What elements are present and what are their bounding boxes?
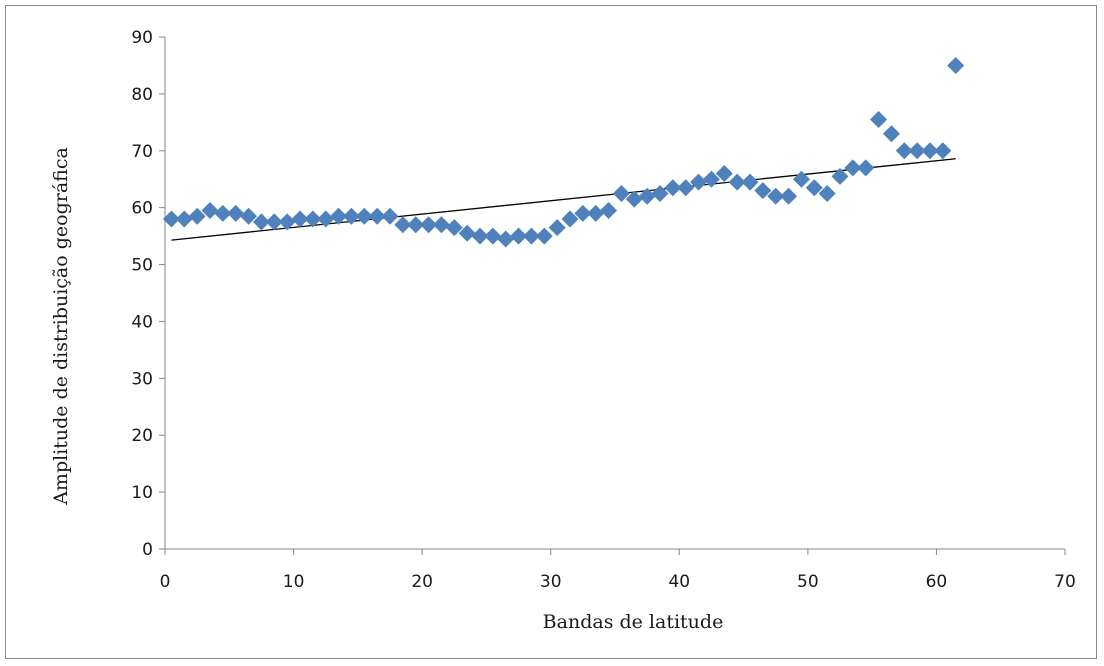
data-point bbox=[934, 142, 952, 160]
y-tick-label: 0 bbox=[142, 540, 153, 560]
data-point bbox=[600, 202, 618, 220]
data-point bbox=[625, 190, 643, 208]
data-point bbox=[471, 227, 489, 245]
x-tick-label: 70 bbox=[1054, 572, 1076, 592]
data-point bbox=[214, 204, 232, 222]
x-tick-label: 50 bbox=[797, 572, 819, 592]
y-tick-label: 40 bbox=[131, 312, 153, 332]
data-point bbox=[497, 230, 515, 248]
y-axis-title: Amplitude de distribuição geográfica bbox=[50, 147, 72, 506]
data-point bbox=[805, 179, 823, 197]
data-point bbox=[175, 210, 193, 228]
data-point bbox=[484, 227, 502, 245]
data-point bbox=[394, 216, 412, 234]
y-tick-label: 50 bbox=[131, 256, 153, 276]
data-point bbox=[702, 170, 720, 188]
data-point bbox=[677, 179, 695, 197]
data-point bbox=[587, 204, 605, 222]
data-point bbox=[510, 227, 528, 245]
data-point bbox=[342, 207, 360, 225]
data-point bbox=[844, 159, 862, 177]
x-tick-label: 20 bbox=[411, 572, 433, 592]
x-tick-label: 60 bbox=[926, 572, 948, 592]
data-point bbox=[715, 165, 733, 183]
data-point bbox=[522, 227, 540, 245]
data-point bbox=[831, 167, 849, 185]
x-tick-label: 0 bbox=[160, 572, 171, 592]
x-tick-label: 10 bbox=[283, 572, 305, 592]
data-point bbox=[368, 207, 386, 225]
x-tick-label: 30 bbox=[540, 572, 562, 592]
y-tick-label: 70 bbox=[131, 142, 153, 162]
y-tick-label: 10 bbox=[131, 483, 153, 503]
data-point bbox=[291, 210, 309, 228]
data-point bbox=[317, 210, 335, 228]
data-point bbox=[870, 110, 888, 128]
data-point bbox=[857, 159, 875, 177]
data-point bbox=[381, 207, 399, 225]
linear-trendline bbox=[171, 158, 956, 241]
data-point bbox=[265, 213, 283, 231]
data-point bbox=[240, 207, 258, 225]
data-point bbox=[612, 184, 630, 202]
data-point bbox=[432, 216, 450, 234]
data-point bbox=[227, 204, 245, 222]
data-point bbox=[330, 207, 348, 225]
data-point bbox=[651, 184, 669, 202]
y-tick-label: 80 bbox=[131, 85, 153, 105]
data-point bbox=[561, 210, 579, 228]
data-point bbox=[535, 227, 553, 245]
data-point bbox=[895, 142, 913, 160]
y-tick-label: 60 bbox=[131, 199, 153, 219]
data-point bbox=[188, 207, 206, 225]
y-tick-label: 30 bbox=[131, 369, 153, 389]
data-point bbox=[664, 179, 682, 197]
data-point bbox=[548, 219, 566, 237]
data-points bbox=[162, 56, 965, 248]
data-point bbox=[278, 213, 296, 231]
data-point bbox=[921, 142, 939, 160]
data-point bbox=[458, 224, 476, 242]
data-point bbox=[420, 216, 438, 234]
x-axis-title: Bandas de latitude bbox=[543, 611, 724, 633]
data-point bbox=[355, 207, 373, 225]
data-point bbox=[304, 210, 322, 228]
data-point bbox=[741, 173, 759, 191]
data-point bbox=[162, 210, 180, 228]
data-point bbox=[728, 173, 746, 191]
data-point bbox=[252, 213, 270, 231]
data-point bbox=[574, 204, 592, 222]
data-point bbox=[690, 173, 708, 191]
x-tick-label: 40 bbox=[668, 572, 690, 592]
data-point bbox=[818, 184, 836, 202]
data-point bbox=[908, 142, 926, 160]
y-tick-label: 90 bbox=[131, 28, 153, 48]
data-point bbox=[407, 216, 425, 234]
data-point bbox=[882, 125, 900, 143]
y-tick-label: 20 bbox=[131, 426, 153, 446]
data-point bbox=[754, 182, 772, 200]
data-point bbox=[638, 187, 656, 205]
data-point bbox=[780, 187, 798, 205]
data-point bbox=[792, 170, 810, 188]
data-point bbox=[445, 219, 463, 237]
data-point bbox=[201, 202, 219, 220]
data-point bbox=[767, 187, 785, 205]
trendline-group bbox=[171, 158, 956, 241]
data-point bbox=[947, 56, 965, 74]
axes: 0 10 20 30 40 50 60 70 80 90 0 10 20 30 40 50 60 70 bbox=[131, 28, 1075, 592]
